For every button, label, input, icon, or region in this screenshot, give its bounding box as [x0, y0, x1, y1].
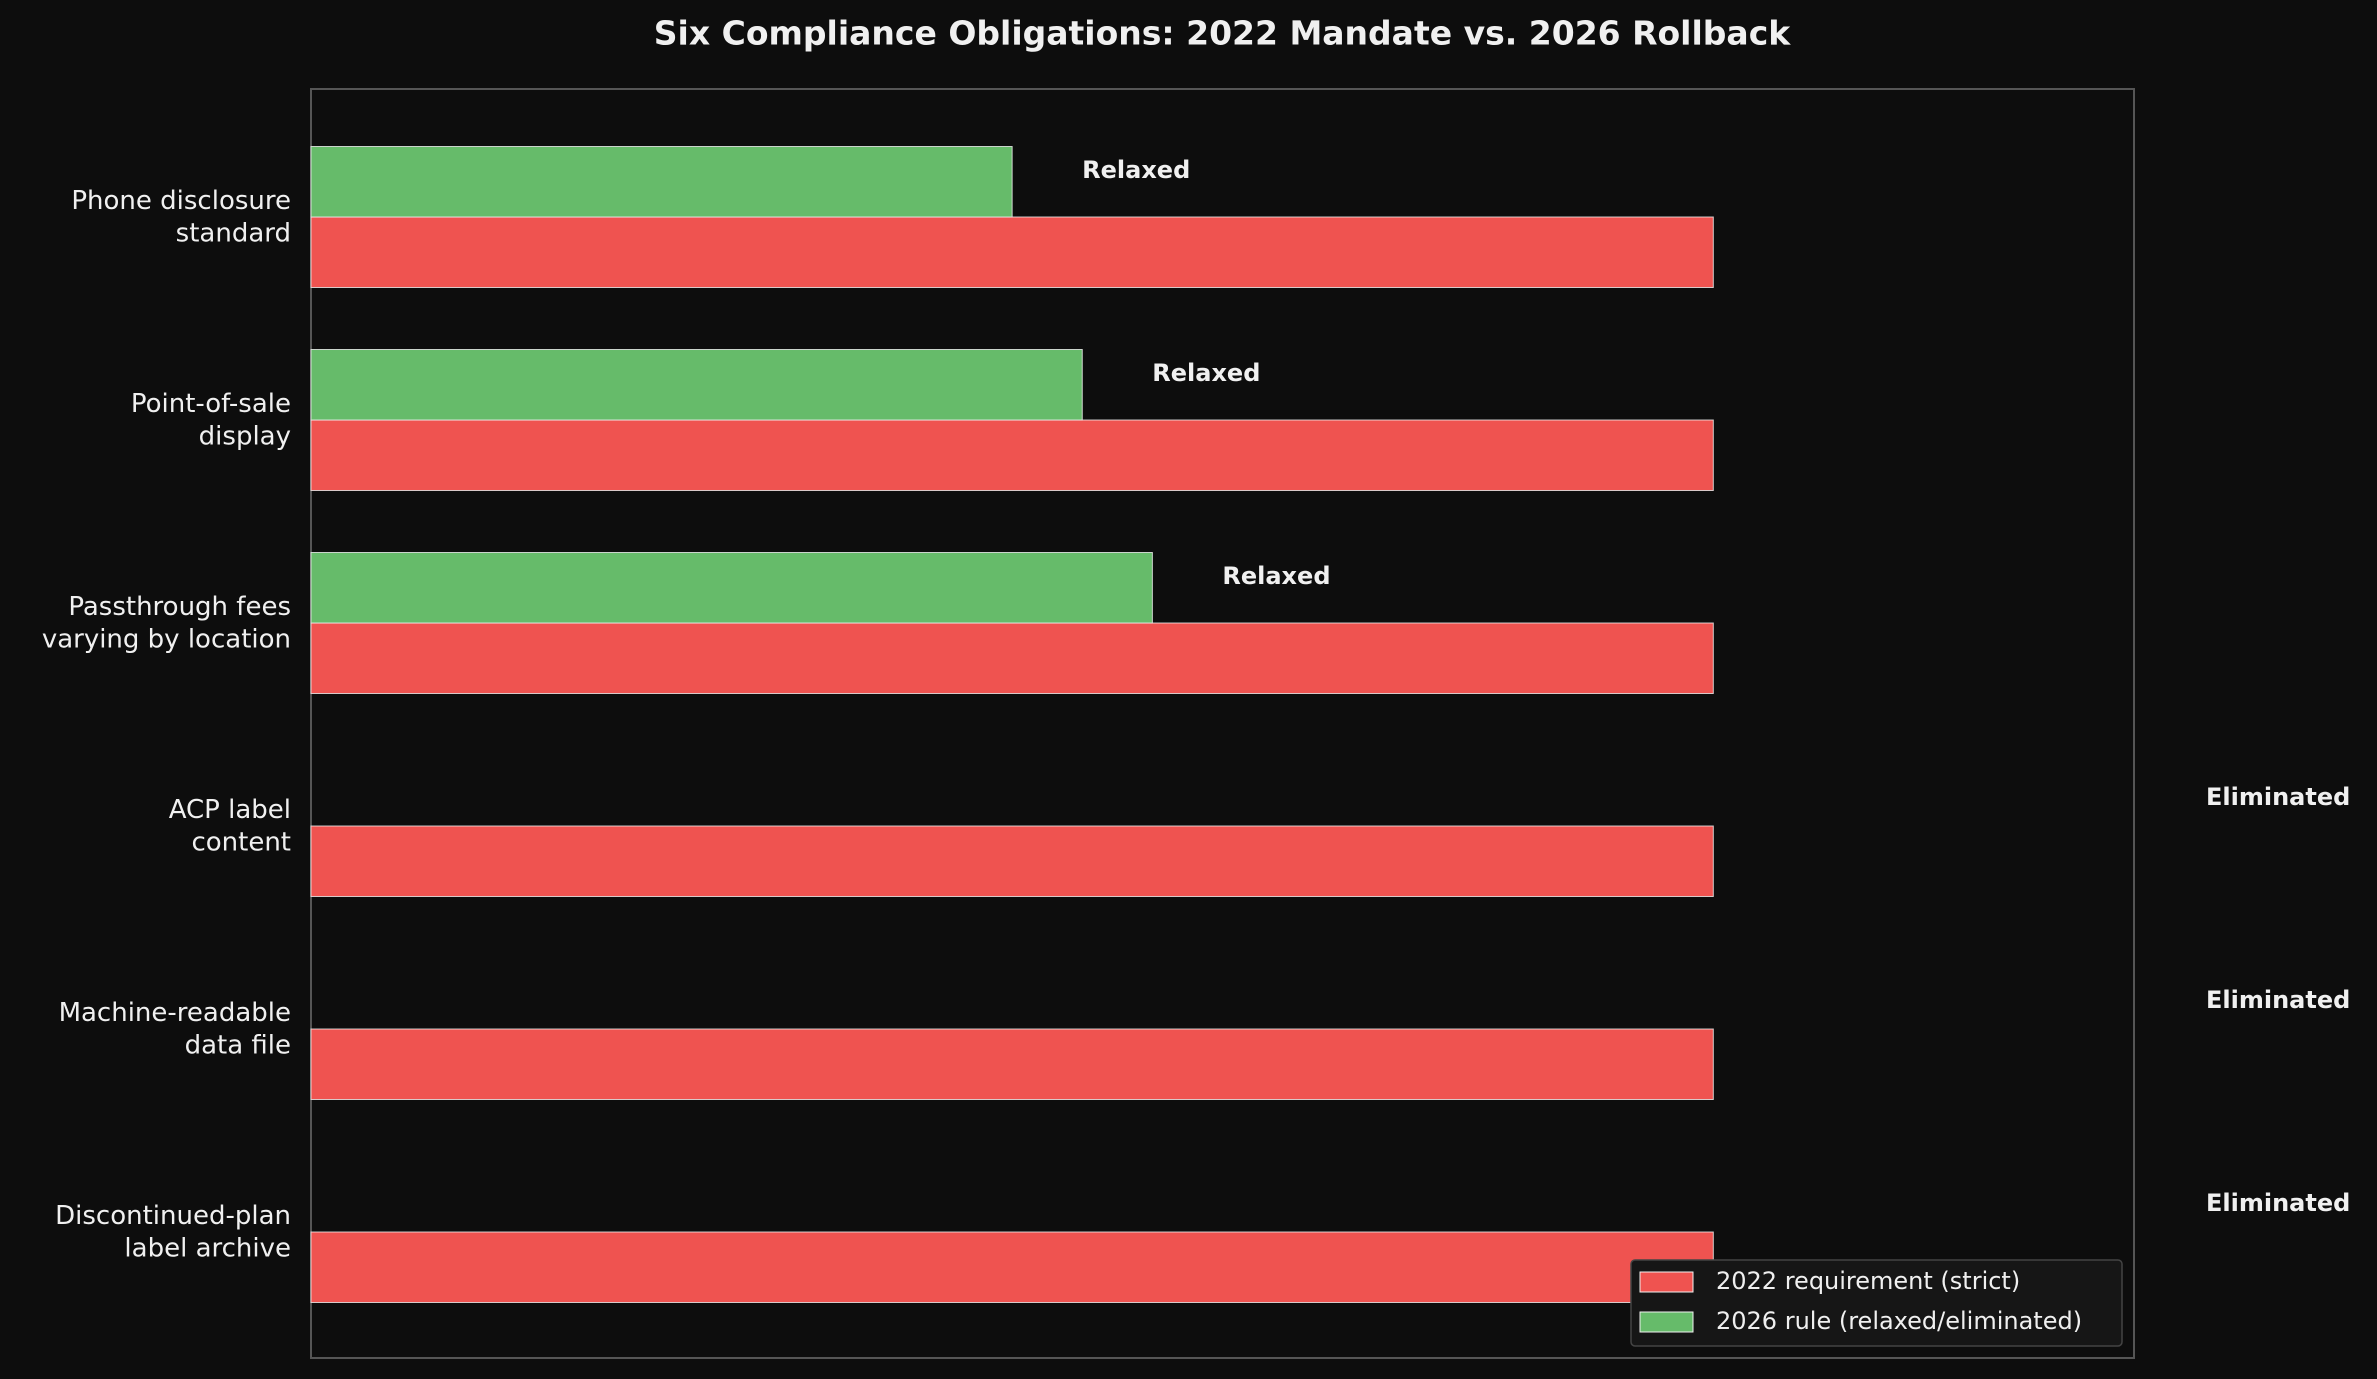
y-tick-label: Discontinued-plan label archive [55, 1200, 291, 1263]
bar [310, 1028, 1714, 1100]
bar [310, 1231, 1714, 1303]
y-tick-label: Passthrough fees varying by location [42, 591, 291, 654]
legend-swatch [1639, 1311, 1694, 1333]
y-tick-label: Phone disclosure standard [71, 185, 291, 248]
status-label: Eliminated [2206, 986, 2350, 1014]
status-label: Relaxed [1222, 562, 1330, 590]
bar [310, 825, 1714, 897]
status-label: Eliminated [2206, 1189, 2350, 1217]
legend-label: 2022 requirement (strict) [1716, 1267, 2020, 1295]
bar [310, 349, 1083, 421]
legend-label: 2026 rule (relaxed/eliminated) [1716, 1307, 2082, 1335]
y-tick-label: Machine-readable data file [59, 997, 291, 1060]
status-label: Relaxed [1082, 156, 1190, 184]
legend-box [1630, 1259, 2123, 1347]
bar [310, 419, 1714, 491]
status-label: Eliminated [2206, 783, 2350, 811]
legend-swatch [1639, 1271, 1694, 1293]
bar [310, 622, 1714, 694]
y-tick-label: Point-of-sale display [131, 388, 291, 451]
bar [310, 146, 1013, 218]
y-tick-label: ACP label content [169, 794, 291, 857]
bar [310, 552, 1153, 624]
status-label: Relaxed [1152, 359, 1260, 387]
plot-frame [310, 88, 2135, 1359]
bar [310, 216, 1714, 288]
chart-title: Six Compliance Obligations: 2022 Mandate… [654, 14, 1791, 53]
